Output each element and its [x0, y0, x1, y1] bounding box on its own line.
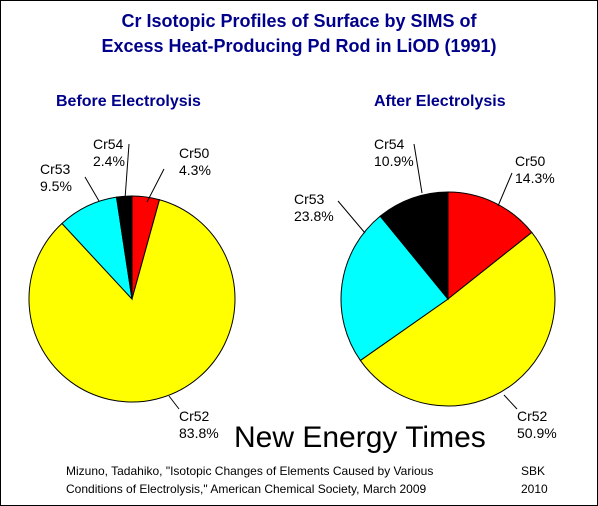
slice-name-label-cr54: Cr54	[93, 136, 124, 152]
slice-name-label-cr53: Cr53	[40, 161, 71, 177]
credit-line-1: SBK	[521, 464, 546, 478]
leader-line-cr54	[413, 143, 423, 194]
citation-line-2: Conditions of Electrolysis," American Ch…	[66, 482, 427, 496]
figure-title-line-2: Excess Heat-Producing Pd Rod in LiOD (19…	[101, 36, 497, 56]
leader-line-cr54	[124, 143, 130, 200]
pie-slice-cr53	[340, 215, 449, 362]
slice-name-label-cr53: Cr53	[294, 191, 325, 207]
slice-value-label-cr52: 83.8%	[179, 425, 219, 441]
slice-value-label-cr50: 4.3%	[179, 162, 211, 178]
leader-line-cr50	[497, 172, 513, 207]
slice-value-label-cr54: 2.4%	[93, 153, 125, 169]
slice-name-label-cr50: Cr50	[515, 153, 546, 169]
slice-name-label-cr52: Cr52	[517, 408, 548, 424]
pie-slice-cr54	[115, 195, 133, 300]
slice-value-label-cr52: 50.9%	[517, 425, 557, 441]
slice-value-label-cr54: 10.9%	[374, 153, 414, 169]
watermark: New Energy Times	[234, 421, 486, 454]
leader-line-cr53	[337, 200, 366, 234]
slice-name-label-cr50: Cr50	[179, 145, 210, 161]
pie-slice-cr54	[379, 191, 449, 301]
pie-slice-cr52	[28, 199, 236, 403]
slice-name-label-cr54: Cr54	[374, 136, 405, 152]
chart-title-before: Before Electrolysis	[56, 93, 201, 110]
leader-line-cr53	[84, 176, 100, 202]
slice-value-label-cr50: 14.3%	[515, 170, 555, 186]
slice-value-label-cr53: 9.5%	[40, 178, 72, 194]
leader-line-cr50	[146, 168, 165, 203]
leader-line-cr52	[503, 394, 518, 410]
chart-title-after: After Electrolysis	[374, 93, 506, 110]
pie-slice-cr52	[359, 231, 556, 407]
citation-line-1: Mizuno, Tadahiko, "Isotopic Changes of E…	[66, 464, 434, 478]
figure-title-line-1: Cr Isotopic Profiles of Surface by SIMS …	[121, 11, 477, 31]
slice-value-label-cr53: 23.8%	[294, 208, 334, 224]
pie-slice-cr50	[447, 191, 533, 301]
slice-name-label-cr52: Cr52	[179, 408, 210, 424]
credit-line-2: 2010	[521, 482, 548, 496]
leader-line-cr52	[168, 395, 180, 410]
